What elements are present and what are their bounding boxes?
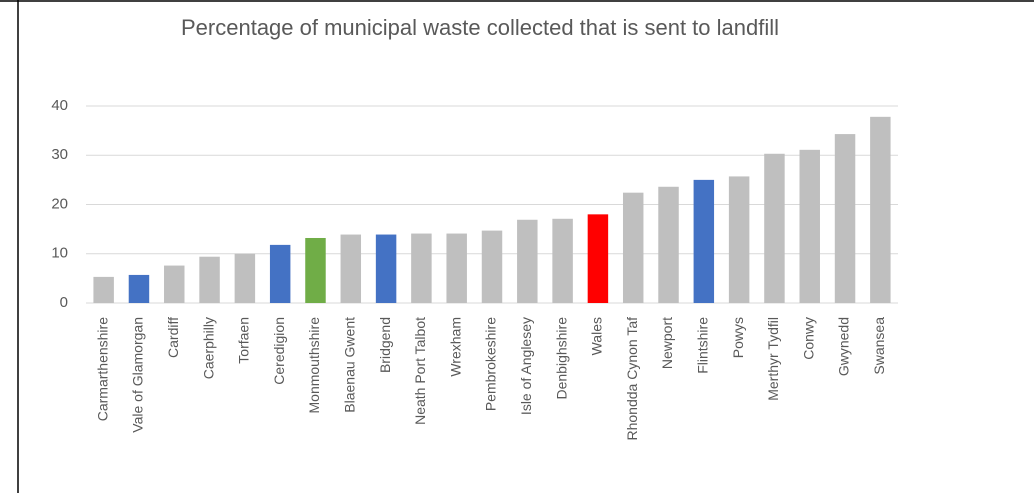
y-tick-label: 20 [51, 195, 68, 212]
x-tick-label: Wales [589, 317, 605, 355]
bar [587, 214, 609, 303]
bar [199, 256, 220, 303]
x-tick-label: Bridgend [377, 317, 393, 373]
x-tick-label: Blaenau Gwent [341, 317, 357, 413]
bar [234, 253, 256, 303]
bar [693, 179, 715, 303]
x-tick-label: Monmouthshire [306, 317, 322, 414]
x-tick-label: Merthyr Tydfil [765, 317, 781, 401]
bar [375, 234, 397, 303]
x-tick-label: Ceredigion [271, 317, 287, 385]
bar [411, 233, 432, 303]
x-tick-label: Pembrokeshire [483, 317, 499, 411]
x-tick-label: Neath Port Talbot [412, 317, 428, 425]
x-tick-label: Isle of Anglesey [518, 317, 534, 415]
bar [305, 237, 326, 303]
bar [799, 149, 820, 303]
bar [517, 219, 538, 303]
x-tick-label: Torfaen [236, 317, 252, 364]
x-tick-label: Cardiff [165, 317, 181, 358]
bar [269, 244, 291, 303]
bar [728, 176, 750, 303]
x-tick-label: Carmarthenshire [94, 317, 110, 421]
x-tick-label: Denbighshire [553, 317, 569, 400]
chart-title: Percentage of municipal waste collected … [181, 15, 779, 40]
x-tick-label: Vale of Glamorgan [130, 317, 146, 433]
x-tick-label: Powys [730, 317, 746, 358]
y-tick-label: 40 [51, 97, 68, 114]
y-tick-label: 30 [51, 146, 68, 163]
bar [658, 186, 679, 303]
bar [552, 218, 573, 303]
x-tick-label: Flintshire [695, 317, 711, 374]
x-tick-label: Conwy [800, 317, 816, 360]
bar [834, 134, 856, 303]
bar [128, 274, 150, 303]
x-tick-label: Swansea [871, 317, 887, 375]
x-tick-label: Caerphilly [200, 317, 216, 379]
bar [446, 233, 467, 303]
bar [93, 276, 114, 303]
bar [622, 192, 644, 303]
bar [870, 116, 891, 304]
x-tick-label: Gwynedd [836, 317, 852, 376]
x-tick-label: Newport [659, 317, 675, 369]
y-tick-label: 0 [60, 294, 68, 311]
x-tick-label: Wrexham [447, 317, 463, 377]
bar [164, 265, 185, 303]
x-tick-label: Rhondda Cynon Taf [624, 317, 640, 441]
bar [764, 153, 785, 303]
bar [481, 230, 503, 303]
bar [340, 234, 362, 303]
y-tick-label: 10 [51, 245, 68, 262]
